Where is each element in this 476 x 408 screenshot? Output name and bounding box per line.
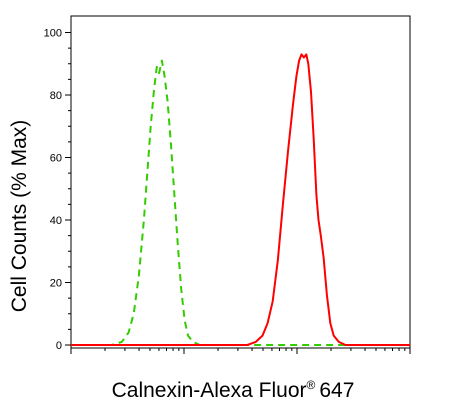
x-axis-ticks bbox=[70, 348, 411, 354]
y-tick-label: 100 bbox=[44, 28, 62, 40]
y-tick-label: 40 bbox=[50, 215, 62, 227]
y-tick-label: 80 bbox=[50, 90, 62, 102]
y-axis-title: Cell Counts (% Max) bbox=[8, 120, 31, 313]
plot-frame bbox=[70, 15, 411, 349]
y-tick-label: 0 bbox=[56, 340, 62, 352]
x-axis-title: Calnexin-Alexa Fluor® 647 bbox=[112, 378, 355, 402]
x-axis-title-registered-mark: ® bbox=[307, 378, 316, 392]
x-axis-title-suffix: 647 bbox=[319, 379, 354, 402]
y-tick-label: 60 bbox=[50, 153, 62, 165]
series-line-1 bbox=[71, 59, 410, 346]
series-line-2 bbox=[71, 53, 410, 346]
y-tick-label: 20 bbox=[50, 278, 62, 290]
y-axis-ticks: 0 20 40 60 80 100 bbox=[44, 28, 71, 352]
series-layer bbox=[71, 53, 410, 346]
x-axis-title-main: Calnexin-Alexa Fluor bbox=[112, 379, 307, 402]
